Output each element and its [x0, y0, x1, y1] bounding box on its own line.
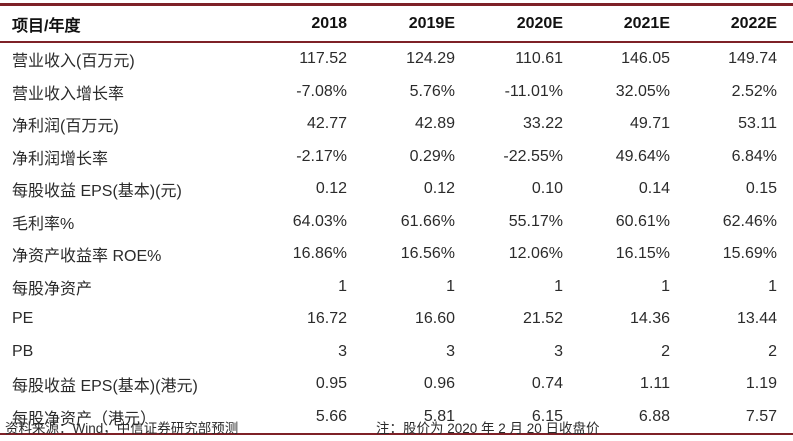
row-label: 营业收入(百万元) — [12, 53, 135, 71]
row-label: 每股收益 EPS(基本)(元) — [12, 183, 182, 201]
cell-value: 1 — [446, 277, 455, 295]
table-row-bvps: 每股净资产 1 1 1 1 1 — [0, 271, 793, 304]
cell-value: 0.96 — [423, 375, 455, 393]
cell-value: 13.44 — [736, 310, 777, 328]
cell-value: 16.72 — [306, 310, 347, 328]
cell-value: 16.56% — [400, 245, 455, 263]
cell-value: 49.64% — [615, 147, 670, 165]
cell-value: -7.08% — [296, 82, 347, 100]
table-row-bvps-hkd: 每股净资产（港元） 5.66 5.81 6.15 6.88 7.57 — [0, 401, 793, 435]
cell-value: -2.17% — [296, 147, 347, 165]
row-label: 每股净资产（港元） — [12, 410, 157, 428]
table-header-row: 项目/年度 2018 2019E 2020E 2021E 2022E — [0, 4, 793, 43]
cell-value: 16.86% — [292, 245, 347, 263]
cell-value: 0.95 — [315, 375, 347, 393]
cell-value: 0.29% — [409, 147, 455, 165]
cell-value: 110.61 — [515, 50, 563, 68]
price-note-text: 注：股价为 2020 年 2 月 20 日收盘价 — [376, 421, 600, 436]
cell-value: 16.15% — [615, 245, 670, 263]
header-year-2022e: 2022E — [686, 4, 793, 43]
cell-value: 5.66 — [315, 407, 347, 425]
cell-value: -11.01% — [504, 82, 563, 100]
cell-value: 49.71 — [629, 115, 670, 133]
cell-value: 5.76% — [409, 82, 455, 100]
data-source-text: 资料来源：Wind，中信证券研究部预测 — [5, 421, 239, 436]
cell-value: 1 — [661, 277, 670, 295]
cell-value: 6.88 — [638, 407, 670, 425]
cell-value: 6.84% — [731, 147, 777, 165]
cell-value: 15.69% — [722, 245, 777, 263]
cell-value: 146.05 — [621, 50, 670, 68]
table-row-revenue-growth: 营业收入增长率 -7.08% 5.76% -11.01% 32.05% 2.52… — [0, 76, 793, 109]
cell-value: 1.11 — [640, 375, 670, 393]
cell-value: 61.66% — [400, 212, 455, 230]
row-label: 营业收入增长率 — [12, 85, 125, 103]
cell-value: 64.03% — [292, 212, 347, 230]
financial-forecast-table: 项目/年度 2018 2019E 2020E 2021E 2022E 营业收入(… — [0, 3, 793, 435]
row-label: 每股收益 EPS(基本)(港元) — [12, 378, 198, 396]
cell-value: 32.05% — [615, 82, 670, 100]
cell-value: 0.12 — [315, 180, 347, 198]
table-row-net-profit: 净利润(百万元) 42.77 42.89 33.22 49.71 53.11 — [0, 108, 793, 141]
cell-value: 16.60 — [414, 310, 455, 328]
cell-value: 2 — [768, 342, 777, 360]
table-row-eps-hkd: 每股收益 EPS(基本)(港元) 0.95 0.96 0.74 1.11 1.1… — [0, 368, 793, 401]
table-footer: 资料来源：Wind，中信证券研究部预测 注：股价为 2020 年 2 月 20 … — [0, 414, 793, 438]
cell-value: 1 — [768, 277, 777, 295]
cell-value: 124.29 — [406, 50, 455, 68]
header-year-2018: 2018 — [255, 4, 363, 43]
header-year-2021e: 2021E — [579, 4, 686, 43]
cell-value: 3 — [554, 342, 563, 360]
cell-value: 1.19 — [745, 375, 777, 393]
cell-value: 21.52 — [522, 310, 563, 328]
cell-value: 5.81 — [423, 407, 455, 425]
table-row-pe: PE 16.72 16.60 21.52 14.36 13.44 — [0, 303, 793, 336]
row-label: PE — [12, 310, 34, 328]
cell-value: 42.89 — [414, 115, 455, 133]
table-row-net-profit-growth: 净利润增长率 -2.17% 0.29% -22.55% 49.64% 6.84% — [0, 141, 793, 174]
cell-value: 14.36 — [629, 310, 670, 328]
table-row-gross-margin: 毛利率% 64.03% 61.66% 55.17% 60.61% 62.46% — [0, 206, 793, 239]
row-label: 净利润增长率 — [12, 150, 109, 168]
table-row-revenue: 营业收入(百万元) 117.52 124.29 110.61 146.05 14… — [0, 42, 793, 76]
cell-value: 1 — [338, 277, 347, 295]
cell-value: 3 — [446, 342, 455, 360]
cell-value: 53.11 — [738, 115, 777, 133]
header-year-2019e: 2019E — [363, 4, 471, 43]
cell-value: 2.52% — [731, 82, 777, 100]
cell-value: 0.15 — [745, 180, 777, 198]
cell-value: 12.06% — [508, 245, 563, 263]
cell-value: 55.17% — [508, 212, 563, 230]
cell-value: 1 — [554, 277, 563, 295]
cell-value: 117.52 — [299, 50, 347, 68]
cell-value: 0.74 — [531, 375, 563, 393]
row-label: 每股净资产 — [12, 280, 93, 298]
cell-value: 0.12 — [423, 180, 455, 198]
table-row-eps-cny: 每股收益 EPS(基本)(元) 0.12 0.12 0.10 0.14 0.15 — [0, 173, 793, 206]
row-label: 净资产收益率 ROE% — [12, 248, 162, 266]
cell-value: 0.10 — [531, 180, 563, 198]
table-row-roe: 净资产收益率 ROE% 16.86% 16.56% 12.06% 16.15% … — [0, 238, 793, 271]
cell-value: 7.57 — [745, 407, 777, 425]
cell-value: 3 — [338, 342, 347, 360]
cell-value: 0.14 — [638, 180, 670, 198]
row-label: PB — [12, 342, 34, 360]
cell-value: 60.61% — [615, 212, 670, 230]
cell-value: 149.74 — [728, 50, 777, 68]
cell-value: 2 — [661, 342, 670, 360]
cell-value: -22.55% — [503, 147, 563, 165]
header-item-year: 项目/年度 — [0, 4, 255, 43]
header-year-2020e: 2020E — [471, 4, 579, 43]
cell-value: 33.22 — [522, 115, 563, 133]
row-label: 毛利率% — [12, 215, 75, 233]
cell-value: 6.15 — [531, 407, 563, 425]
table-row-pb: PB 3 3 3 2 2 — [0, 336, 793, 369]
cell-value: 62.46% — [722, 212, 777, 230]
cell-value: 42.77 — [306, 115, 347, 133]
row-label: 净利润(百万元) — [12, 118, 119, 136]
